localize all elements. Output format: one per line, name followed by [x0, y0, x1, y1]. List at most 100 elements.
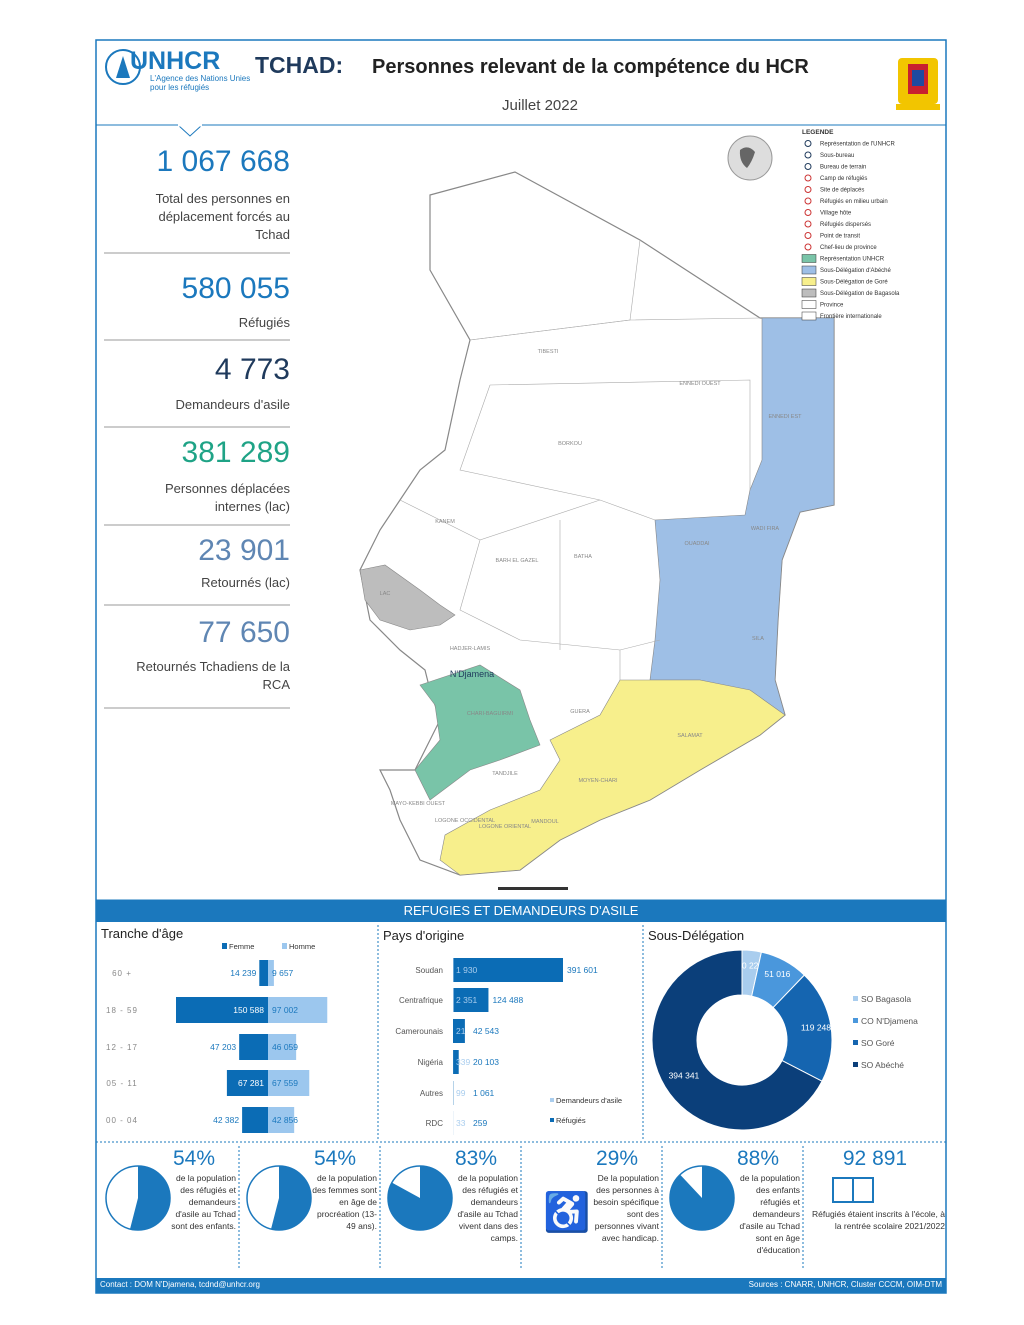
- legend-label: Province: [820, 303, 844, 309]
- stat-label: Réfugiés: [238, 315, 290, 330]
- section-bar: [96, 900, 946, 922]
- category-label: Centrafrique: [399, 996, 444, 1005]
- indicator-value: 88%: [736, 1147, 780, 1170]
- donut-slice: [651, 949, 823, 1131]
- stat-value: 381 289: [181, 436, 290, 469]
- chart-title: Sous-Délégation: [648, 928, 744, 943]
- legend-swatch: [853, 1062, 858, 1067]
- data-label: 21: [456, 1026, 466, 1036]
- map: TIBESTI ENNEDI OUEST BORKOU ENNEDI EST KANEM…: [359, 129, 900, 890]
- map-label: SILA: [752, 636, 764, 642]
- pie-slice: [388, 1166, 453, 1230]
- indicator-value: 29%: [595, 1147, 639, 1170]
- data-label: 150 588: [233, 1005, 264, 1015]
- legend-symbol: [804, 232, 812, 239]
- book-icon: [832, 1177, 874, 1203]
- legend-symbol: [804, 186, 812, 193]
- legend-swatch: [801, 300, 817, 309]
- map-label: GUERA: [570, 709, 590, 715]
- bar: [268, 1034, 297, 1060]
- bar: [453, 1019, 465, 1043]
- bar: [453, 958, 454, 982]
- coat-of-arms: [896, 58, 940, 110]
- legend-label: Réfugiés en milieu urbain: [820, 199, 888, 205]
- legend-swatch: [801, 288, 817, 298]
- contact: Contact : DOM N'Djamena, tcdnd@unhcr.org: [100, 1280, 260, 1289]
- legend-label: SO Abéché: [861, 1060, 904, 1070]
- data-label: 394 341: [669, 1070, 700, 1080]
- category-label: Soudan: [415, 966, 443, 975]
- category-label: 18 - 59: [106, 1006, 138, 1015]
- map-label: MOYEN-CHARI: [578, 778, 618, 784]
- legend-swatch: [853, 1040, 858, 1045]
- data-label: 47 203: [210, 1042, 236, 1052]
- legend-label: Village hôte: [820, 211, 852, 217]
- data-label: 339: [456, 1057, 470, 1067]
- data-label: 9 657: [272, 968, 294, 978]
- accessibility-icon: ♿: [543, 1190, 590, 1234]
- data-label: 124 488: [492, 995, 523, 1005]
- category-label: 05 - 11: [106, 1079, 137, 1088]
- legend-symbol: [804, 220, 812, 228]
- legend-label: CO N'Djamena: [861, 1016, 918, 1026]
- legend-label: Représentation UNHCR: [820, 257, 885, 263]
- stat-label: Personnes déplacées internes (lac): [164, 481, 290, 514]
- map-label: HADJER-LAMIS: [450, 646, 491, 652]
- bar: [268, 1070, 310, 1096]
- bar: [176, 997, 268, 1023]
- legend-symbol: [804, 209, 812, 216]
- bar: [226, 1070, 268, 1096]
- map-label: LOGONE ORIENTAL: [479, 824, 531, 830]
- legend-symbol: [804, 174, 812, 182]
- indicator-value: 54%: [313, 1147, 357, 1170]
- legend-label: Représentation de l'UNHCR: [820, 142, 896, 148]
- bar: [268, 997, 328, 1023]
- legend-symbol: [804, 163, 812, 170]
- data-label: 20 223: [737, 960, 763, 970]
- school-text: Réfugiés étaient inscrits à l'école, à l…: [812, 1209, 945, 1231]
- data-label: 1 061: [473, 1088, 495, 1098]
- map-label: SALAMAT: [677, 733, 703, 739]
- bar: [259, 960, 268, 986]
- map-label: LAC: [380, 591, 391, 597]
- chart-title: Tranche d'âge: [101, 926, 183, 941]
- section-title: REFUGIES ET DEMANDEURS D'ASILE: [403, 903, 639, 918]
- indicator-text: de la population des enfants réfugiés et…: [739, 1173, 800, 1255]
- map-label: LOGONE OCCIDENTAL: [435, 818, 495, 824]
- legend-label: LEGENDE: [802, 129, 834, 136]
- data-label: 42 856: [272, 1115, 298, 1125]
- legend-label: Bureau de terrain: [820, 165, 866, 171]
- map-label: MANDOUL: [531, 819, 559, 825]
- stat-label: Total des personnes en déplacement forcé…: [155, 191, 290, 242]
- legend-swatch: [801, 277, 817, 286]
- legend-label: Réfugiés dispersés: [820, 222, 871, 228]
- category-label: Nigéria: [418, 1058, 444, 1067]
- indicator-value: 83%: [454, 1147, 498, 1170]
- data-label: 42 543: [473, 1026, 499, 1036]
- category-label: Autres: [420, 1089, 443, 1098]
- map-label: N'Djamena: [450, 669, 494, 679]
- legend-label: SO Goré: [861, 1038, 895, 1048]
- legend-swatch: [282, 943, 287, 949]
- map-label: BARH EL GAZEL: [496, 558, 539, 564]
- stat-label: Retournés (lac): [201, 575, 290, 590]
- stat-value: 580 055: [181, 272, 290, 305]
- bar: [453, 988, 489, 1012]
- data-label: 391 601: [567, 965, 598, 975]
- data-label: 33: [456, 1118, 466, 1128]
- map-label: TANDJILE: [492, 771, 518, 777]
- legend-label: Camp de réfugiés: [820, 176, 867, 182]
- legend-symbol: [804, 140, 812, 147]
- bar: [268, 1107, 295, 1133]
- school-value: 92 891: [842, 1147, 908, 1170]
- legend-label: Femme: [229, 942, 254, 951]
- legend-label: Homme: [289, 942, 315, 951]
- legend-swatch: [801, 254, 817, 263]
- legend-symbol: [804, 197, 812, 205]
- map-label: BORKOU: [558, 441, 582, 447]
- legend-swatch: [853, 1018, 858, 1023]
- indicator-value: 54%: [172, 1147, 216, 1170]
- map-label: ENNEDI EST: [768, 414, 802, 420]
